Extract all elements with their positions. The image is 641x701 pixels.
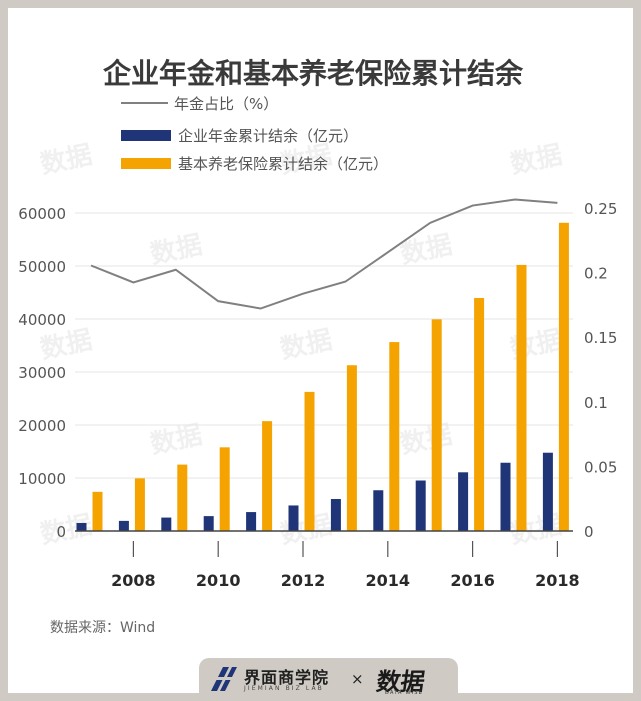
- watermark-text: 数据: [148, 230, 205, 270]
- right-tick-label: 0.1: [584, 394, 608, 412]
- left-tick-label: 10000: [18, 470, 66, 488]
- watermark-text: 数据: [278, 325, 335, 365]
- bar-annuity: [161, 517, 172, 531]
- chart: 数据数据数据数据数据数据数据数据数据数据数据数据数据 企业年金和基本养老保险累计…: [18, 57, 617, 590]
- watermark-text: 数据: [148, 420, 205, 460]
- axes: 2008 2010 2012 2014 2016 2018: [75, 530, 580, 590]
- watermark-text: 数据: [38, 140, 95, 180]
- brand-name: 界面商学院: [244, 668, 330, 687]
- right-tick-label: 0.2: [584, 265, 608, 283]
- legend-label-pension: 基本养老保险累计结余（亿元）: [178, 155, 388, 173]
- bar-annuity: [288, 505, 299, 531]
- bar-pension: [92, 491, 103, 531]
- x-tick-label: 2012: [281, 571, 326, 590]
- right-tick-label: 0.05: [584, 458, 617, 476]
- chart-panel: 数据数据数据数据数据数据数据数据数据数据数据数据数据 企业年金和基本养老保险累计…: [8, 8, 633, 701]
- watermark-text: 数据: [38, 325, 95, 365]
- bar-pension: [219, 447, 230, 531]
- bar-pension: [431, 319, 442, 531]
- watermark-text: 数据: [398, 230, 455, 270]
- right-tick-label: 0.15: [584, 329, 617, 347]
- watermark-text: 数据: [508, 325, 565, 365]
- right-tick-label: 0: [584, 523, 594, 541]
- right-tick-label: 0.25: [584, 200, 617, 218]
- ratio-series-line: [90, 198, 558, 310]
- bar-annuity: [330, 499, 341, 531]
- bar-annuity: [246, 512, 257, 531]
- brand-subtitle: JIEMIAN BIZ LAB: [244, 685, 324, 692]
- watermark-text: 数据: [508, 510, 565, 550]
- bar-pension: [262, 421, 273, 531]
- legend-swatch-pension: [121, 158, 171, 169]
- source-note: 数据来源：Wind: [50, 620, 156, 636]
- legend-label-annuity: 企业年金累计结余（亿元）: [178, 127, 358, 145]
- watermark-text: 数据: [508, 140, 565, 180]
- left-tick-label: 40000: [18, 311, 66, 329]
- x-tick-label: 2010: [196, 571, 241, 590]
- bar-pension: [474, 297, 485, 531]
- footer-badge: 界面商学院 JIEMIAN BIZ LAB × 数据 DATA WISE: [199, 658, 458, 701]
- bar-annuity: [76, 522, 87, 531]
- bar-pension: [134, 478, 145, 531]
- bar-annuity: [203, 516, 214, 531]
- x-tick-label: 2014: [366, 571, 411, 590]
- data-wise-subtitle: DATA WISE: [385, 690, 424, 696]
- left-tick-label: 20000: [18, 417, 66, 435]
- gridlines: 0 10000 20000 30000 40000 50000 60000 0 0.05 0.1 0…: [18, 200, 617, 541]
- bar-annuity: [373, 490, 384, 531]
- legend: 年金占比（%） 企业年金累计结余（亿元） 基本养老保险累计结余（亿元）: [121, 95, 388, 173]
- bar-annuity: [415, 480, 426, 531]
- bar-annuity: [458, 472, 469, 531]
- bar-pension: [516, 264, 527, 531]
- x-tick-label: 2008: [111, 571, 156, 590]
- bar-pension: [304, 391, 315, 531]
- ratio-line: [90, 198, 558, 310]
- bars: [76, 222, 569, 531]
- bar-pension: [177, 464, 188, 531]
- legend-swatch-annuity: [121, 130, 171, 141]
- left-tick-label: 0: [56, 523, 66, 541]
- cross-sign: ×: [351, 670, 364, 688]
- watermark-text: 数据: [398, 420, 455, 460]
- bar-pension: [346, 365, 357, 531]
- legend-label-ratio: 年金占比（%）: [174, 95, 278, 113]
- left-tick-label: 30000: [18, 364, 66, 382]
- bar-annuity: [542, 452, 553, 531]
- x-tick-label: 2018: [535, 571, 580, 590]
- bar-pension: [558, 222, 569, 531]
- chart-title: 企业年金和基本养老保险累计结余: [103, 57, 524, 90]
- x-tick-label: 2016: [450, 571, 495, 590]
- bar-annuity: [500, 462, 511, 531]
- left-tick-label: 50000: [18, 258, 66, 276]
- bar-pension: [389, 342, 400, 531]
- left-tick-label: 60000: [18, 205, 66, 223]
- bar-annuity: [118, 520, 129, 531]
- jiemian-logo-icon: [211, 667, 237, 691]
- watermark-layer: 数据数据数据数据数据数据数据数据数据数据数据数据数据: [38, 140, 565, 550]
